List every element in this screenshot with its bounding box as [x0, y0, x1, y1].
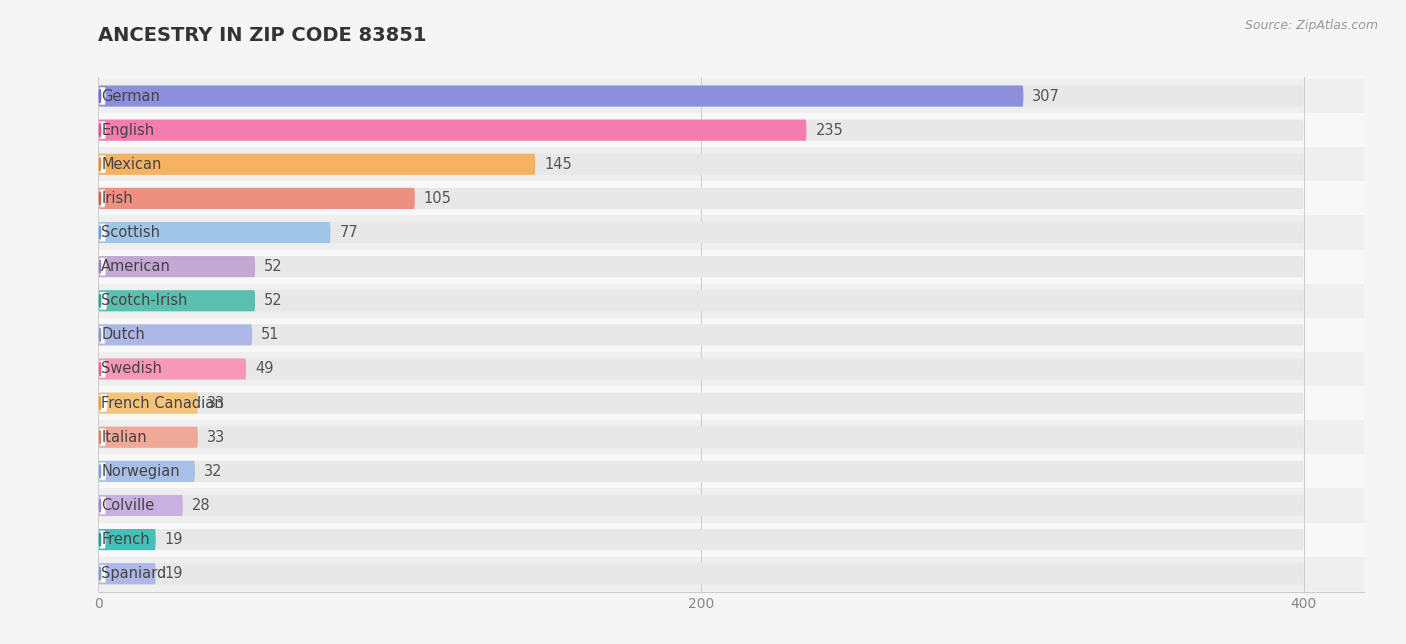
FancyBboxPatch shape [93, 556, 1369, 591]
FancyBboxPatch shape [93, 79, 1369, 113]
FancyBboxPatch shape [100, 292, 107, 309]
FancyBboxPatch shape [98, 563, 156, 584]
Text: French Canadian: French Canadian [101, 395, 224, 411]
FancyBboxPatch shape [98, 563, 1303, 584]
FancyBboxPatch shape [98, 359, 1303, 379]
FancyBboxPatch shape [98, 290, 1303, 311]
FancyBboxPatch shape [98, 359, 246, 379]
FancyBboxPatch shape [98, 393, 1303, 413]
FancyBboxPatch shape [93, 386, 1369, 420]
FancyBboxPatch shape [98, 325, 1303, 345]
FancyBboxPatch shape [98, 86, 1303, 107]
FancyBboxPatch shape [93, 488, 1369, 522]
FancyBboxPatch shape [98, 495, 1303, 516]
Text: Irish: Irish [101, 191, 132, 206]
FancyBboxPatch shape [100, 327, 105, 343]
FancyBboxPatch shape [93, 216, 1369, 250]
Text: 307: 307 [1032, 88, 1060, 104]
FancyBboxPatch shape [98, 154, 1303, 175]
FancyBboxPatch shape [93, 147, 1369, 182]
FancyBboxPatch shape [98, 120, 807, 141]
FancyBboxPatch shape [98, 154, 536, 175]
FancyBboxPatch shape [93, 352, 1369, 386]
FancyBboxPatch shape [98, 222, 1303, 243]
Text: Scottish: Scottish [101, 225, 160, 240]
FancyBboxPatch shape [98, 495, 183, 516]
Text: American: American [101, 259, 172, 274]
Text: 105: 105 [423, 191, 451, 206]
Text: 33: 33 [207, 430, 225, 445]
FancyBboxPatch shape [100, 531, 105, 548]
FancyBboxPatch shape [98, 120, 1303, 141]
Text: Scotch-Irish: Scotch-Irish [101, 293, 187, 308]
Text: Dutch: Dutch [101, 327, 145, 343]
Text: Italian: Italian [101, 430, 146, 445]
FancyBboxPatch shape [98, 393, 198, 413]
Text: 32: 32 [204, 464, 222, 479]
Text: 19: 19 [165, 532, 183, 547]
Text: Mexican: Mexican [101, 156, 162, 172]
FancyBboxPatch shape [100, 122, 105, 139]
Text: Swedish: Swedish [101, 361, 162, 377]
FancyBboxPatch shape [100, 565, 105, 582]
FancyBboxPatch shape [98, 222, 330, 243]
Text: 28: 28 [191, 498, 211, 513]
Text: English: English [101, 122, 155, 138]
Text: 145: 145 [544, 156, 572, 172]
FancyBboxPatch shape [98, 427, 1303, 448]
Text: 49: 49 [254, 361, 274, 377]
FancyBboxPatch shape [100, 88, 105, 105]
FancyBboxPatch shape [100, 394, 107, 412]
FancyBboxPatch shape [100, 462, 105, 480]
FancyBboxPatch shape [100, 258, 105, 276]
FancyBboxPatch shape [98, 188, 1303, 209]
FancyBboxPatch shape [93, 113, 1369, 147]
FancyBboxPatch shape [93, 284, 1369, 318]
Text: 19: 19 [165, 566, 183, 582]
FancyBboxPatch shape [93, 454, 1369, 488]
FancyBboxPatch shape [93, 318, 1369, 352]
FancyBboxPatch shape [100, 190, 105, 207]
FancyBboxPatch shape [98, 529, 1303, 550]
Text: 52: 52 [264, 293, 283, 308]
Text: German: German [101, 88, 160, 104]
FancyBboxPatch shape [93, 182, 1369, 216]
FancyBboxPatch shape [98, 460, 1303, 482]
FancyBboxPatch shape [98, 529, 156, 550]
FancyBboxPatch shape [98, 325, 252, 345]
Text: 33: 33 [207, 395, 225, 411]
FancyBboxPatch shape [100, 497, 105, 514]
FancyBboxPatch shape [98, 290, 254, 311]
Text: French: French [101, 532, 150, 547]
Text: Norwegian: Norwegian [101, 464, 180, 479]
Text: Source: ZipAtlas.com: Source: ZipAtlas.com [1244, 19, 1378, 32]
FancyBboxPatch shape [100, 224, 105, 242]
Text: ANCESTRY IN ZIP CODE 83851: ANCESTRY IN ZIP CODE 83851 [98, 26, 427, 45]
FancyBboxPatch shape [98, 256, 1303, 277]
FancyBboxPatch shape [100, 361, 105, 377]
Text: Colville: Colville [101, 498, 155, 513]
FancyBboxPatch shape [98, 188, 415, 209]
Text: 77: 77 [339, 225, 359, 240]
FancyBboxPatch shape [93, 420, 1369, 454]
FancyBboxPatch shape [98, 460, 195, 482]
FancyBboxPatch shape [100, 428, 105, 446]
Text: 52: 52 [264, 259, 283, 274]
FancyBboxPatch shape [100, 156, 105, 173]
FancyBboxPatch shape [93, 250, 1369, 284]
FancyBboxPatch shape [98, 256, 254, 277]
FancyBboxPatch shape [98, 86, 1024, 107]
FancyBboxPatch shape [93, 522, 1369, 556]
FancyBboxPatch shape [98, 427, 198, 448]
Text: 235: 235 [815, 122, 844, 138]
Text: 51: 51 [262, 327, 280, 343]
Text: Spaniard: Spaniard [101, 566, 166, 582]
